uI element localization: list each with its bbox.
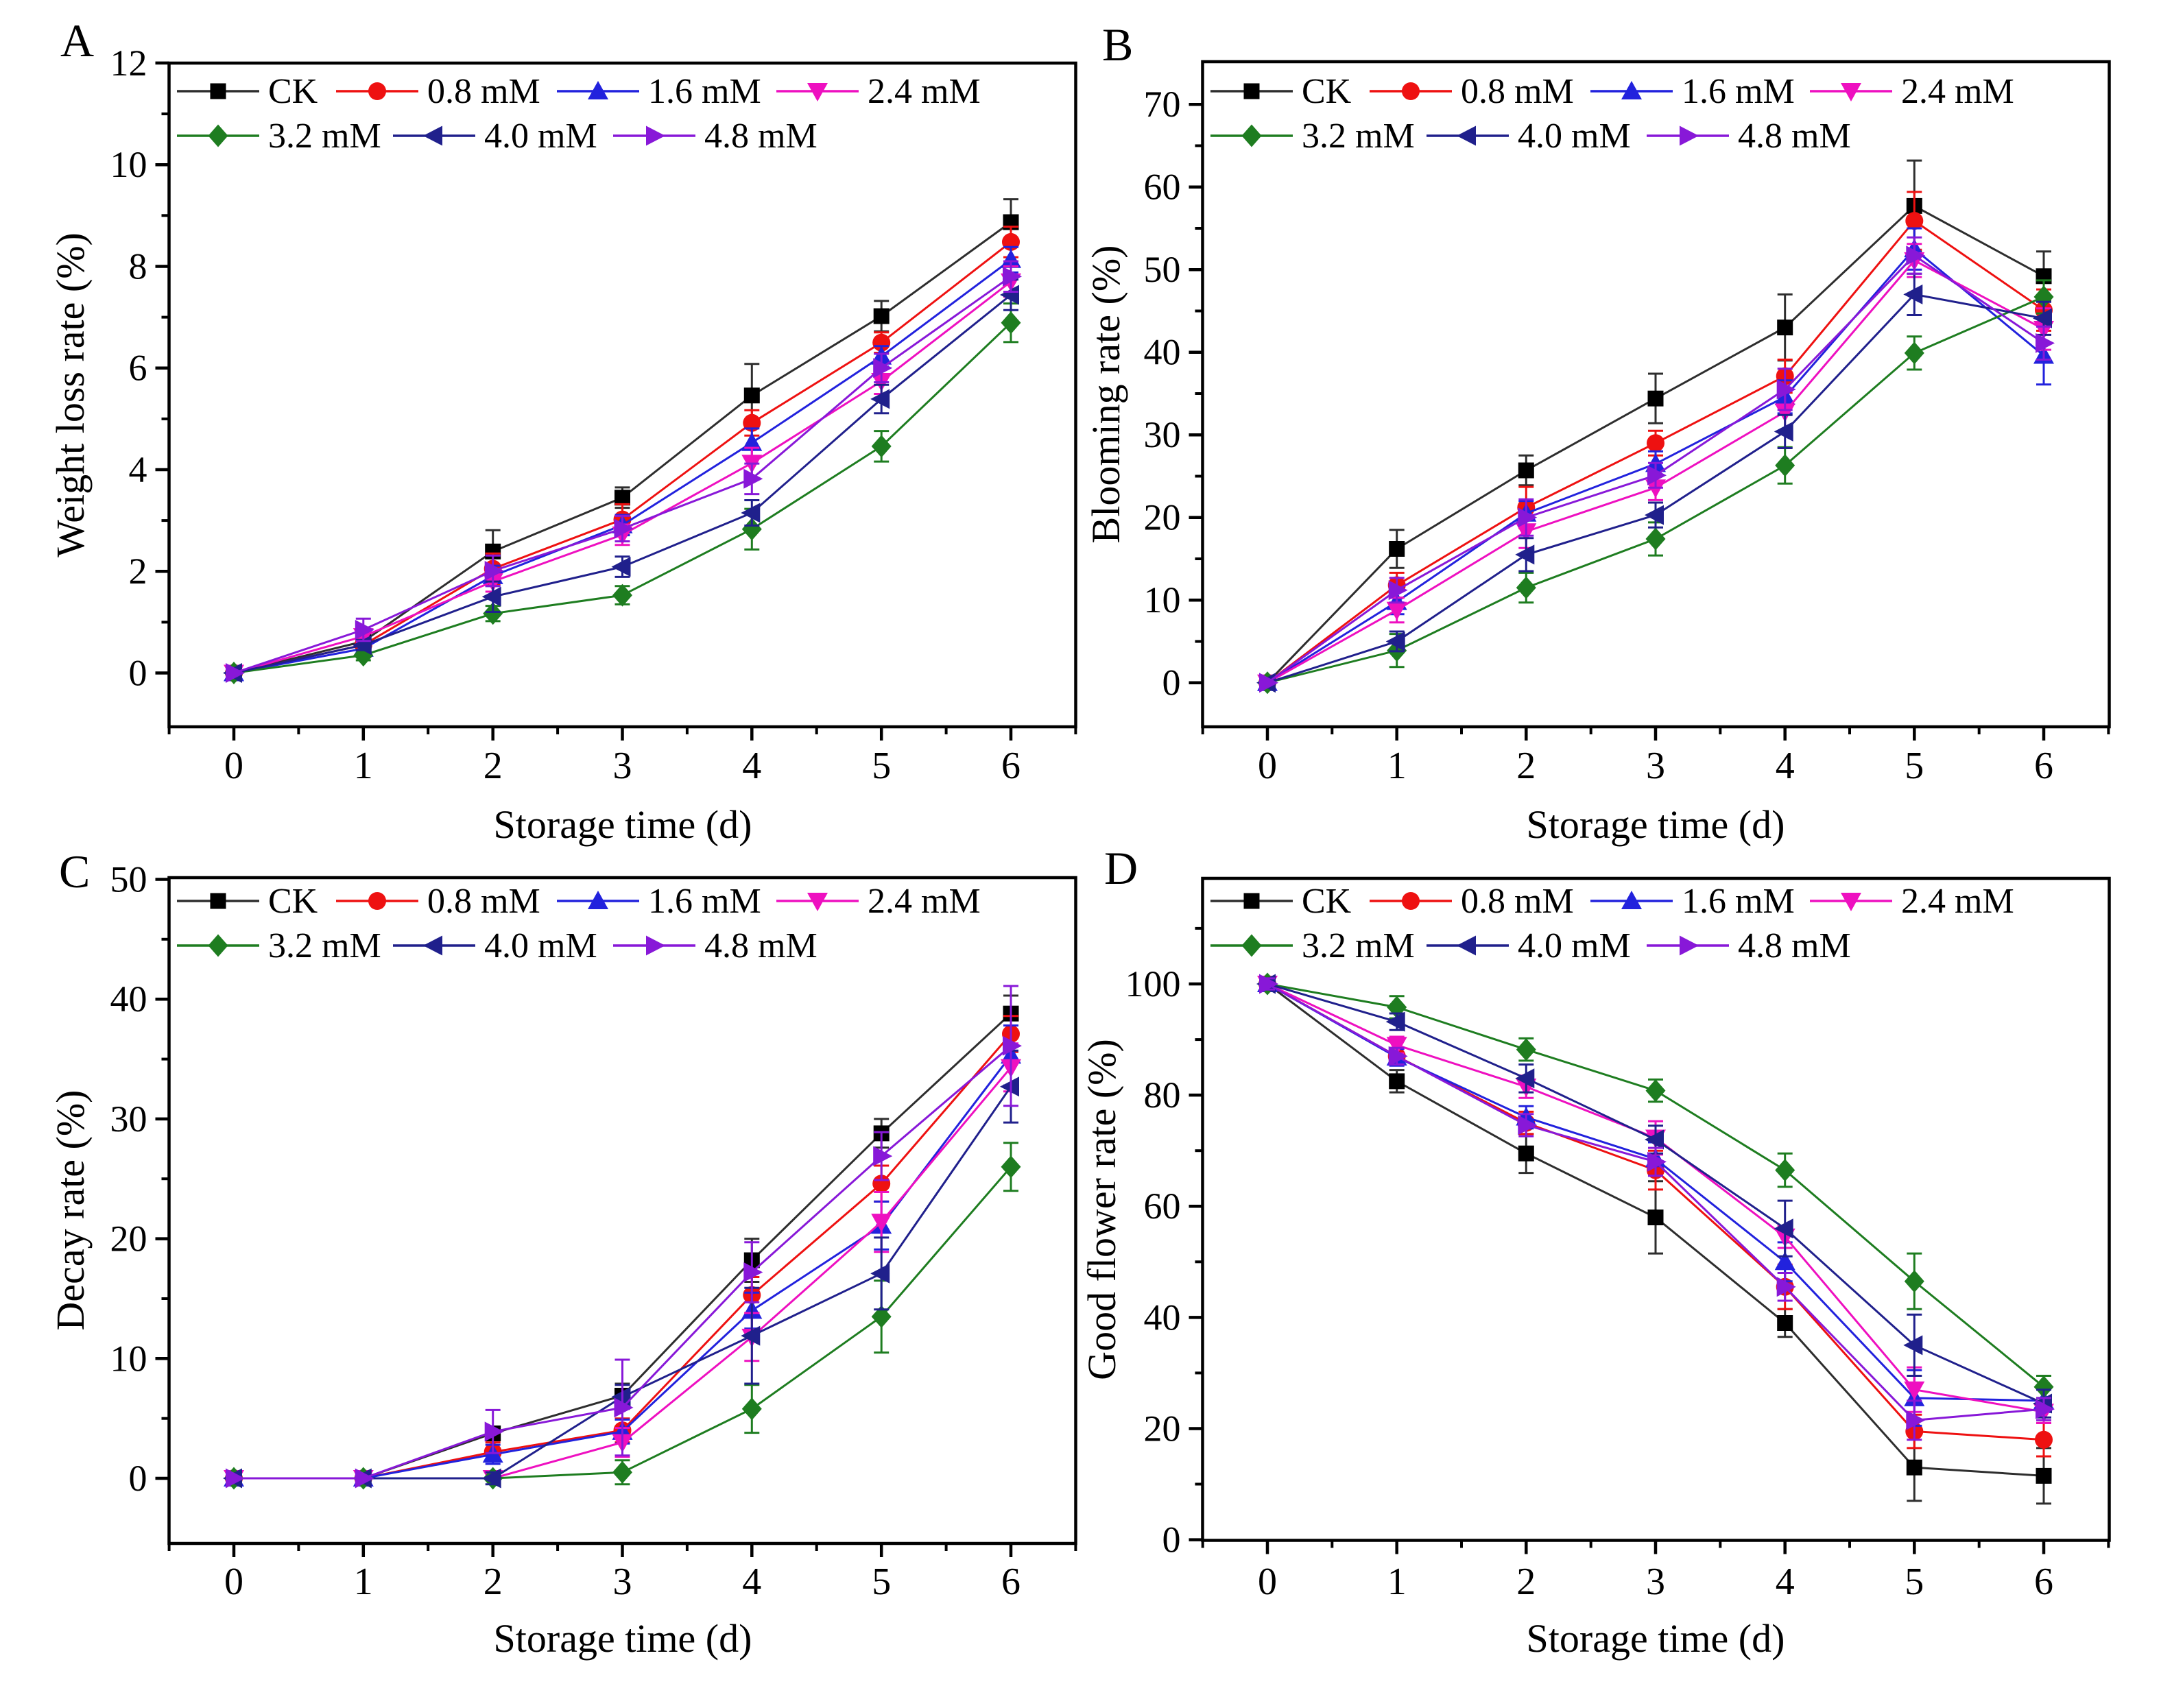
svg-text:4: 4 [1776,1561,1795,1603]
svg-text:6: 6 [2034,745,2053,787]
svg-text:8: 8 [129,246,147,287]
svg-text:4.8 mM: 4.8 mM [1738,926,1851,965]
svg-text:4: 4 [742,745,761,787]
svg-text:1: 1 [354,1561,373,1603]
svg-text:4: 4 [129,449,147,490]
svg-text:20: 20 [1144,497,1181,538]
svg-text:1.6 mM: 1.6 mM [1682,882,1795,921]
svg-text:2: 2 [484,745,503,787]
svg-text:3: 3 [1646,1561,1665,1603]
svg-text:3.2 mM: 3.2 mM [268,926,381,965]
svg-text:CK: CK [268,882,318,921]
svg-text:0: 0 [1258,745,1277,787]
svg-text:4.8 mM: 4.8 mM [1738,117,1851,156]
svg-text:CK: CK [1302,72,1352,111]
svg-text:0: 0 [1162,662,1181,703]
svg-text:Storage time (d): Storage time (d) [1527,802,1785,847]
svg-text:Decay rate (%): Decay rate (%) [48,1090,93,1331]
svg-text:6: 6 [1001,745,1021,787]
svg-text:4.0 mM: 4.0 mM [1518,926,1631,965]
svg-text:3.2 mM: 3.2 mM [1302,926,1415,965]
svg-text:0: 0 [1258,1561,1277,1603]
svg-text:12: 12 [110,43,147,84]
svg-text:6: 6 [2034,1561,2053,1603]
svg-text:10: 10 [110,1338,147,1379]
svg-text:2: 2 [1516,745,1536,787]
svg-text:3: 3 [1646,745,1665,787]
svg-text:2.4 mM: 2.4 mM [868,882,981,921]
svg-text:2.4 mM: 2.4 mM [868,72,981,111]
svg-text:5: 5 [1905,1561,1924,1603]
svg-text:60: 60 [1144,1186,1181,1227]
svg-text:40: 40 [110,978,147,1020]
svg-text:1.6 mM: 1.6 mM [648,882,761,921]
svg-text:0: 0 [224,745,243,787]
svg-text:0: 0 [129,1458,147,1499]
svg-text:4.8 mM: 4.8 mM [704,117,818,156]
svg-text:1: 1 [354,745,373,787]
svg-text:C: C [59,845,90,898]
svg-text:3: 3 [613,1561,632,1603]
svg-text:4.8 mM: 4.8 mM [704,926,818,965]
svg-text:Storage time (d): Storage time (d) [1527,1616,1785,1661]
svg-text:10: 10 [110,144,147,185]
svg-text:Blooming rate (%): Blooming rate (%) [1084,245,1128,544]
svg-text:6: 6 [129,348,147,389]
svg-text:D: D [1104,842,1138,894]
svg-text:50: 50 [110,859,147,900]
svg-text:60: 60 [1144,167,1181,208]
svg-text:0.8 mM: 0.8 mM [1461,72,1574,111]
svg-text:30: 30 [1144,414,1181,455]
svg-text:5: 5 [872,1561,891,1603]
svg-text:2: 2 [1516,1561,1536,1603]
svg-text:Good flower rate (%): Good flower rate (%) [1079,1039,1124,1380]
svg-text:3.2 mM: 3.2 mM [1302,117,1415,156]
svg-text:5: 5 [872,745,891,787]
svg-text:2.4 mM: 2.4 mM [1901,72,2014,111]
svg-text:CK: CK [268,72,318,111]
svg-text:40: 40 [1144,1297,1181,1338]
svg-text:Storage time (d): Storage time (d) [494,802,752,847]
svg-text:100: 100 [1125,963,1181,1005]
svg-text:B: B [1102,19,1133,71]
svg-text:2: 2 [129,551,147,592]
svg-text:0.8 mM: 0.8 mM [1461,882,1574,921]
svg-text:4.0 mM: 4.0 mM [484,926,597,965]
svg-text:2: 2 [484,1561,503,1603]
svg-text:0: 0 [1162,1519,1181,1561]
svg-text:4.0 mM: 4.0 mM [484,117,597,156]
svg-text:80: 80 [1144,1074,1181,1116]
svg-text:CK: CK [1302,882,1352,921]
svg-text:4: 4 [742,1561,761,1603]
svg-text:A: A [60,14,94,67]
svg-text:5: 5 [1905,745,1924,787]
svg-text:10: 10 [1144,579,1181,621]
svg-text:2.4 mM: 2.4 mM [1901,882,2014,921]
svg-text:Storage time (d): Storage time (d) [494,1616,752,1661]
svg-text:3: 3 [613,745,632,787]
svg-text:1.6 mM: 1.6 mM [1682,72,1795,111]
svg-text:50: 50 [1144,249,1181,290]
svg-text:0.8 mM: 0.8 mM [427,882,540,921]
svg-text:3.2 mM: 3.2 mM [268,117,381,156]
svg-text:Weight loss rate (%): Weight loss rate (%) [48,232,93,557]
svg-text:0.8 mM: 0.8 mM [427,72,540,111]
svg-text:20: 20 [1144,1408,1181,1450]
svg-text:4: 4 [1776,745,1795,787]
svg-text:20: 20 [110,1218,147,1260]
svg-text:1: 1 [1387,1561,1407,1603]
svg-text:1: 1 [1387,745,1407,787]
svg-text:30: 30 [110,1098,147,1140]
svg-text:40: 40 [1144,332,1181,373]
svg-text:1.6 mM: 1.6 mM [648,72,761,111]
svg-text:6: 6 [1001,1561,1021,1603]
svg-text:0: 0 [129,653,147,694]
svg-text:0: 0 [224,1561,243,1603]
svg-text:70: 70 [1144,84,1181,125]
svg-text:4.0 mM: 4.0 mM [1518,117,1631,156]
